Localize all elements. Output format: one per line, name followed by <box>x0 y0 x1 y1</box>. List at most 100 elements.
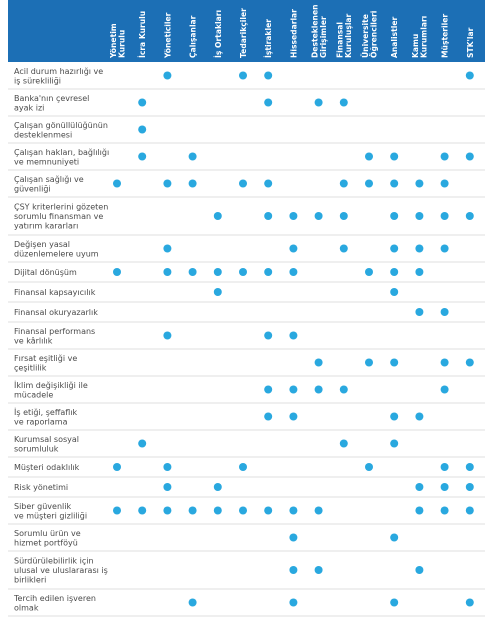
column-header: Yönetim <box>109 23 118 59</box>
dot <box>390 358 399 367</box>
dot <box>314 506 323 515</box>
dot <box>314 385 323 394</box>
dot <box>390 244 399 253</box>
dot <box>465 152 474 161</box>
column-header: Tedarikçiler <box>239 8 248 58</box>
dot <box>138 506 147 515</box>
dot <box>365 358 373 367</box>
dot <box>264 212 273 220</box>
dot <box>213 212 222 220</box>
row-label: Çalışan hakları, bağlılığı <box>14 148 109 157</box>
row-label: hizmet portföyü <box>14 538 78 547</box>
dot <box>415 506 424 515</box>
column-header: İcra Kurulu <box>138 11 147 58</box>
row-label: Sürdürülebilirlik için <box>14 557 94 566</box>
row-label: sorumluluk <box>14 444 59 453</box>
row-label: olmak <box>14 603 39 612</box>
row-label: ve müşteri gizliliği <box>14 511 87 520</box>
column-header: Kurumları <box>420 16 429 58</box>
row-label: desteklenmesi <box>14 130 72 139</box>
dot <box>415 566 424 574</box>
row-label: Çalışan sağlığı ve <box>14 175 84 184</box>
dot <box>163 71 172 80</box>
dot <box>289 212 298 220</box>
dot <box>440 358 449 367</box>
dot <box>465 463 474 471</box>
dot <box>390 268 399 276</box>
dot <box>289 412 298 421</box>
dot <box>390 288 399 296</box>
dot <box>415 268 424 276</box>
dot <box>289 598 298 607</box>
row-label: mücadele <box>14 390 53 399</box>
row-label: Sorumlu ürün ve <box>14 529 81 538</box>
dot <box>264 71 273 80</box>
dot <box>163 506 172 515</box>
row-label: Çalışan gönüllülüğünün <box>14 121 108 130</box>
row-label: ÇSY kriterlerini gözeten <box>14 203 108 212</box>
row-label: Fırsat eşitliği ve <box>14 354 77 363</box>
dot <box>314 212 323 220</box>
dot <box>415 179 424 188</box>
dot <box>465 506 474 515</box>
dot <box>163 463 172 471</box>
dot <box>264 506 273 515</box>
row-label: İklim değişikliği ile <box>14 380 88 390</box>
row-label: ulusal ve uluslararası iş <box>14 566 108 575</box>
row-label: ve memnuniyeti <box>14 157 79 166</box>
column-header: Kuruluşlar <box>344 13 353 58</box>
dot <box>390 212 399 220</box>
dot <box>239 463 247 471</box>
row-label: Acil durum hazırlığı ve <box>14 67 103 76</box>
dot <box>415 212 424 220</box>
row-label: düzenlemelere uyum <box>14 249 99 258</box>
dot <box>163 268 172 276</box>
column-header: Çalışanlar <box>189 15 198 58</box>
dot <box>163 244 172 253</box>
row-label: Finansal kapsayıcılık <box>14 288 96 297</box>
dot <box>289 268 298 276</box>
dot <box>289 506 298 515</box>
dot <box>113 179 121 188</box>
dot <box>264 412 273 421</box>
dot <box>264 385 273 394</box>
dot <box>415 412 424 421</box>
dot <box>440 506 449 515</box>
dot <box>390 533 399 542</box>
dot <box>163 483 172 491</box>
dot <box>163 179 172 188</box>
dot <box>289 385 298 394</box>
row-label: birlikleri <box>14 576 46 585</box>
dot <box>365 152 373 161</box>
dot <box>465 212 474 220</box>
dot <box>440 385 449 394</box>
dot <box>339 98 348 107</box>
dot <box>163 331 172 340</box>
column-header: Yöneticiler <box>163 12 172 59</box>
dot <box>465 358 474 367</box>
dot <box>113 268 121 276</box>
dot <box>390 152 399 161</box>
dot <box>213 268 222 276</box>
row-label: Değişen yasal <box>14 240 70 249</box>
dot <box>365 179 373 188</box>
dot <box>188 598 197 607</box>
dot <box>314 358 323 367</box>
dot <box>289 244 298 253</box>
dot <box>188 268 197 276</box>
dot <box>113 506 121 515</box>
dot <box>239 71 247 80</box>
dot <box>188 506 197 515</box>
dot <box>365 463 373 471</box>
row-label: İş etiği, şeffaflık <box>14 407 78 417</box>
dot <box>440 483 449 491</box>
dot <box>415 244 424 253</box>
dot <box>465 483 474 491</box>
header-band <box>8 0 485 62</box>
dot <box>289 566 298 574</box>
dot <box>390 179 399 188</box>
dot <box>289 533 298 542</box>
row-label: ve raporlama <box>14 417 68 426</box>
